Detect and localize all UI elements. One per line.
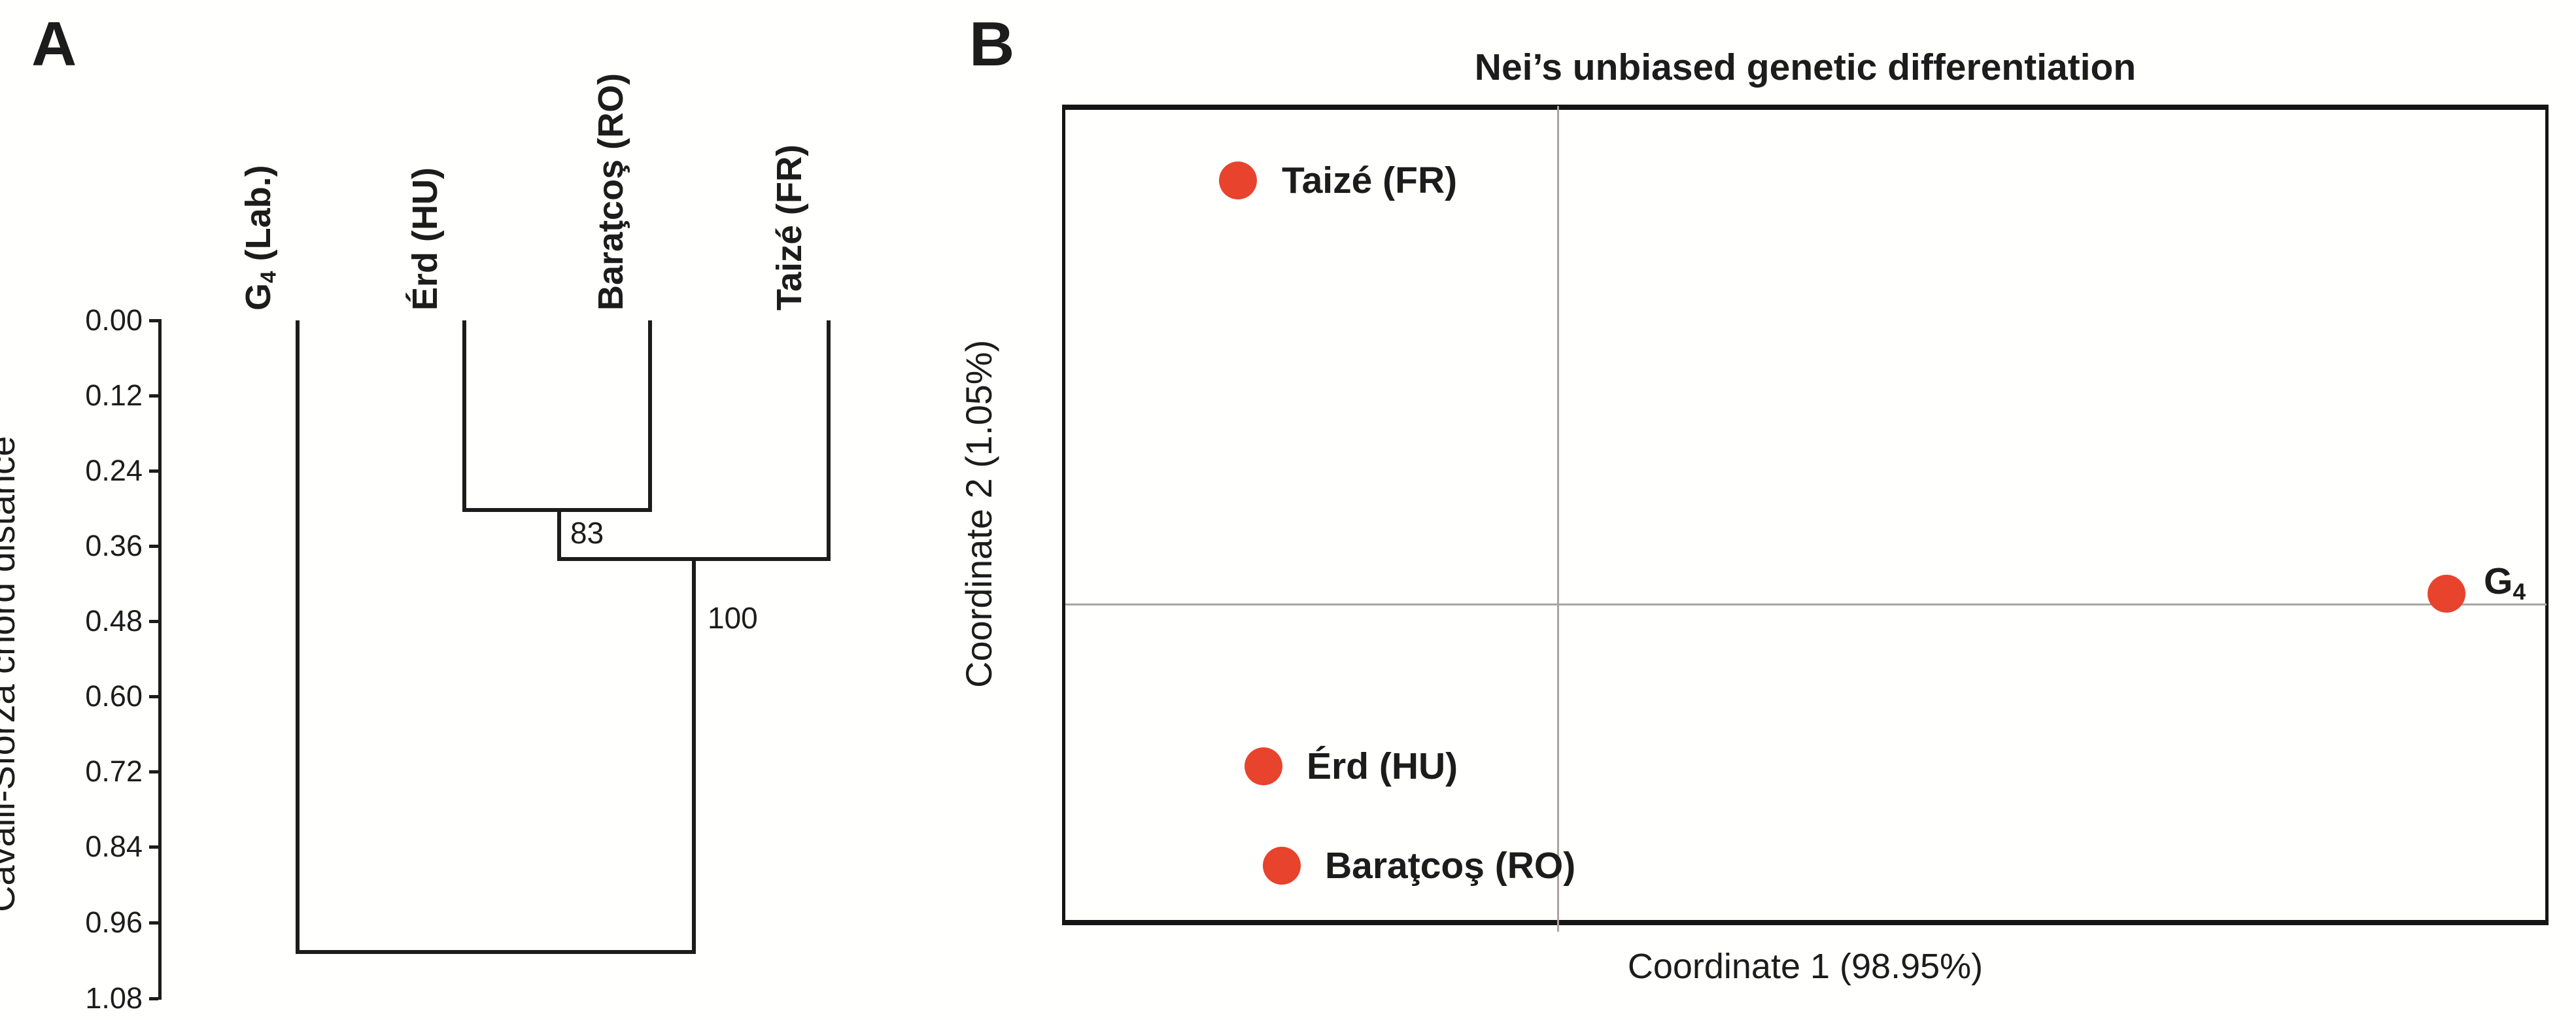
tick-label: 0.84 xyxy=(85,830,143,863)
tick-mark xyxy=(149,469,158,473)
origin-horizontal-line xyxy=(1065,604,2547,605)
tick-label: 0.48 xyxy=(85,604,143,638)
tick-mark xyxy=(149,319,158,322)
scatter-plot-box xyxy=(1062,105,2549,925)
tick-label: 0.96 xyxy=(85,906,143,939)
scatter-x-axis-label: Coordinate 1 (98.95%) xyxy=(1627,947,1984,986)
tick-label: 0.36 xyxy=(85,529,143,562)
branch-baratcos xyxy=(648,320,652,512)
panel-b-letter: B xyxy=(969,9,1015,79)
branch-taize xyxy=(827,320,831,561)
point-label-taize: Taizé (FR) xyxy=(1282,160,1458,201)
bootstrap-100: 100 xyxy=(708,601,758,635)
point-baratcos xyxy=(1263,847,1301,885)
tick-mark xyxy=(149,545,158,548)
point-label-baratcos: Baraţcoş (RO) xyxy=(1325,845,1576,887)
stem-clade-100 xyxy=(692,559,696,954)
bootstrap-83: 83 xyxy=(570,516,604,550)
tick-label: 0.00 xyxy=(85,303,143,337)
point-label-g4: G4 xyxy=(2484,560,2526,605)
branch-erd xyxy=(462,320,466,512)
root-join xyxy=(296,950,696,954)
panel-a-letter: A xyxy=(31,9,77,79)
tick-mark xyxy=(149,770,158,774)
tick-mark xyxy=(149,620,158,623)
tick-label: 0.72 xyxy=(85,755,143,788)
tick-mark xyxy=(149,394,158,398)
scatter-title: Nei’s unbiased genetic differentiation xyxy=(1474,46,2137,88)
point-label-erd: Érd (HU) xyxy=(1307,745,1458,787)
tick-label: 1.08 xyxy=(85,981,143,1015)
tick-mark xyxy=(149,845,158,849)
tick-label: 0.12 xyxy=(85,379,143,412)
tick-mark xyxy=(149,695,158,698)
tick-label: 0.60 xyxy=(85,679,143,713)
point-erd xyxy=(1245,747,1282,785)
point-g4 xyxy=(2428,575,2465,613)
dendrogram-axis-line xyxy=(158,319,162,1000)
tick-label: 0.24 xyxy=(85,454,143,487)
tick-mark xyxy=(149,997,158,1000)
branch-g4 xyxy=(296,320,300,954)
point-taize xyxy=(1219,162,1257,199)
origin-vertical-line xyxy=(1557,106,1559,932)
stem-clade-83 xyxy=(557,510,561,561)
tick-mark xyxy=(149,921,158,925)
